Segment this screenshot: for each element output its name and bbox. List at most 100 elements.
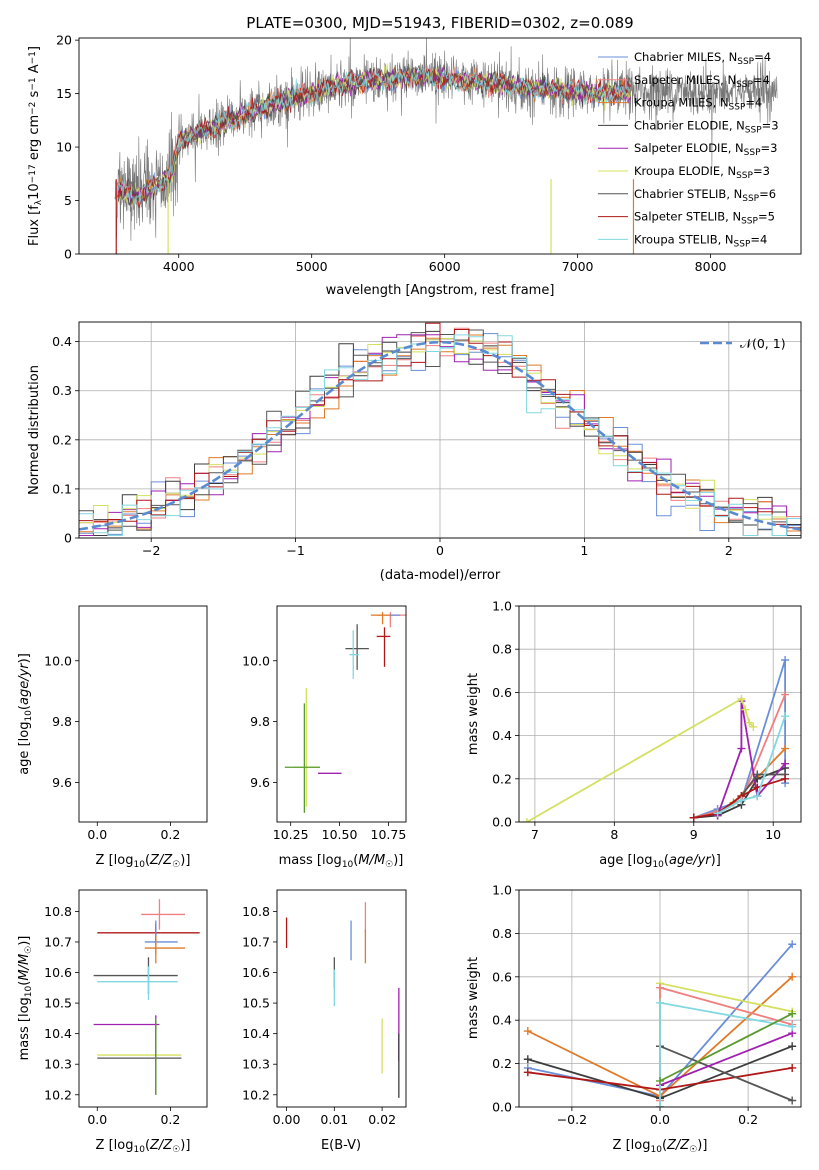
y-tick-label: 0.0: [492, 1100, 512, 1115]
y-tick-label: 0.8: [492, 642, 512, 657]
y-tick-label: 9.6: [250, 775, 270, 790]
x-tick-label: 10.25: [273, 827, 309, 842]
y-tick-label: 0.4: [492, 1013, 512, 1028]
series-marker: [753, 770, 762, 779]
series-marker: [781, 744, 790, 753]
series-marker: [788, 1022, 797, 1031]
x-tick-label: 0.2: [160, 1112, 180, 1127]
series-marker: [781, 712, 790, 721]
axes-frame: [78, 889, 208, 1108]
spectrum-panel: 4000 5000 6000 7000 8000 0 5 10 15 20 PLATE=0300, …: [27, 14, 802, 298]
y-tick-label: 1.0: [492, 599, 512, 614]
x-tick-label: 1: [580, 543, 588, 558]
age-vs-metallicity-panel: 0.0 0.2 9.6 9.8 10.0 Z [log10(Z/Z☉)] age [log1…: [17, 605, 208, 870]
legend-entry: Chabrier STELIB, NSSP=6: [634, 187, 776, 204]
legend-entry: 𝒩(0, 1): [740, 336, 786, 351]
residual-panel: −2 −1 0 1 2 0 0.1 0.2 0.3 0.4 𝒩(0, 1) (data-model)/…: [27, 321, 802, 583]
x-axis-label: Z [log10(Z/Z☉)]: [613, 1138, 708, 1155]
observed-spectrum: [114, 38, 778, 241]
x-tick-label: −2: [142, 543, 160, 558]
x-tick-label: 0.0: [650, 1112, 670, 1127]
x-tick-label: 6000: [429, 259, 461, 274]
residual-histogram-7: [79, 322, 801, 529]
series-marker: [781, 774, 790, 783]
series-marker: [781, 656, 790, 664]
y-tick-label: 0.4: [52, 334, 72, 349]
x-tick-label: 10.75: [371, 827, 407, 842]
x-tick-label: 0.01: [320, 1112, 348, 1127]
data-point: [376, 627, 391, 667]
y-tick-label: 0: [64, 531, 72, 546]
y-tick-label: 1.0: [492, 883, 512, 898]
legend-entry: Kroupa ELODIE, NSSP=3: [634, 164, 770, 181]
y-tick-label: 20: [56, 33, 72, 48]
series-marker: [737, 796, 746, 805]
x-tick-label: 10: [765, 827, 781, 842]
plot-area: [79, 322, 801, 536]
series-marker: [737, 694, 746, 703]
legend-entry: Salpeter ELODIE, NSSP=3: [634, 141, 777, 158]
mass-weight-vs-age-panel: 7 8 9 10 0.0 0.2 0.4 0.6 0.8 1.0 age [log10(age/yr…: [466, 599, 802, 870]
x-tick-label: 4000: [163, 259, 195, 274]
y-tick-label: 0: [64, 247, 72, 262]
y-tick-label: 0.1: [52, 481, 72, 496]
series-marker: [788, 1009, 797, 1018]
x-axis-label: (data-model)/error: [380, 568, 501, 583]
series-marker: [523, 1055, 532, 1064]
x-tick-label: 7: [531, 827, 539, 842]
series-marker: [788, 1042, 797, 1051]
y-tick-label: 10.0: [242, 653, 270, 668]
model-spectrum-6: [117, 65, 631, 204]
mass-vs-extinction-panel: 0.00 0.01 0.02 10.2 10.3 10.4 10.5 10.6 10.7 10.8…: [242, 889, 407, 1153]
y-tick-label: 0.2: [492, 1056, 512, 1071]
x-tick-label: −1: [286, 543, 304, 558]
series-marker: [781, 759, 790, 768]
series-marker: [788, 1063, 797, 1072]
series-marker: [523, 1027, 532, 1036]
y-tick-label: 10.3: [44, 1057, 72, 1072]
y-tick-label: 10.6: [44, 965, 72, 980]
y-tick-label: 0.4: [492, 728, 512, 743]
y-axis-label: age [log10(age/yr)]: [17, 653, 34, 775]
axes-frame: [78, 37, 802, 255]
legend-entry: Chabrier ELODIE, NSSP=3: [634, 118, 779, 135]
mass-weight-vs-metallicity-panel: −0.2 0.0 0.2 0.0 0.2 0.4 0.6 0.8 1.0 Z [log10(Z/Z…: [466, 883, 802, 1155]
data-point: [141, 899, 186, 930]
series-marker: [749, 722, 758, 731]
series-marker: [713, 809, 722, 818]
y-tick-label: 0.2: [492, 771, 512, 786]
y-axis-label: mass [log10(M/M☉)]: [17, 936, 34, 1061]
series-marker: [656, 1103, 664, 1107]
series-marker: [689, 813, 698, 822]
y-tick-label: 15: [56, 86, 72, 101]
series-marker: [753, 792, 762, 801]
series-marker: [788, 1096, 797, 1105]
data-point: [144, 935, 186, 964]
x-axis-label: E(B-V): [321, 1138, 361, 1153]
series-marker: [523, 1068, 532, 1077]
mass-vs-metallicity-panel: 0.0 0.2 10.2 10.3 10.4 10.5 10.6 10.7 10.8 Z [log…: [17, 889, 208, 1155]
series-marker: [788, 940, 797, 949]
y-tick-label: 9.8: [52, 714, 72, 729]
axes-frame: [276, 889, 407, 1108]
x-tick-label: 8000: [695, 259, 727, 274]
data-point: [97, 966, 178, 1001]
y-tick-label: 10.8: [44, 904, 72, 919]
axes-frame: [276, 605, 407, 823]
chart-title: PLATE=0300, MJD=51943, FIBERID=0302, z=0…: [246, 14, 633, 32]
y-tick-label: 10.4: [242, 1026, 270, 1041]
plot-area: [523, 940, 797, 1107]
x-tick-label: 10.50: [322, 827, 358, 842]
y-tick-label: 0.8: [492, 926, 512, 941]
data-point: [349, 630, 360, 680]
series-marker: [656, 998, 664, 1007]
series-marker: [781, 690, 790, 699]
y-tick-label: 10.0: [44, 653, 72, 668]
legend-entry: Kroupa STELIB, NSSP=4: [634, 232, 767, 249]
x-tick-label: 8: [610, 827, 618, 842]
plot-area: [93, 899, 200, 1095]
y-tick-label: 10.7: [44, 934, 72, 949]
x-axis-label: age [log10(age/yr)]: [599, 853, 721, 870]
y-tick-label: 0.3: [52, 383, 72, 398]
